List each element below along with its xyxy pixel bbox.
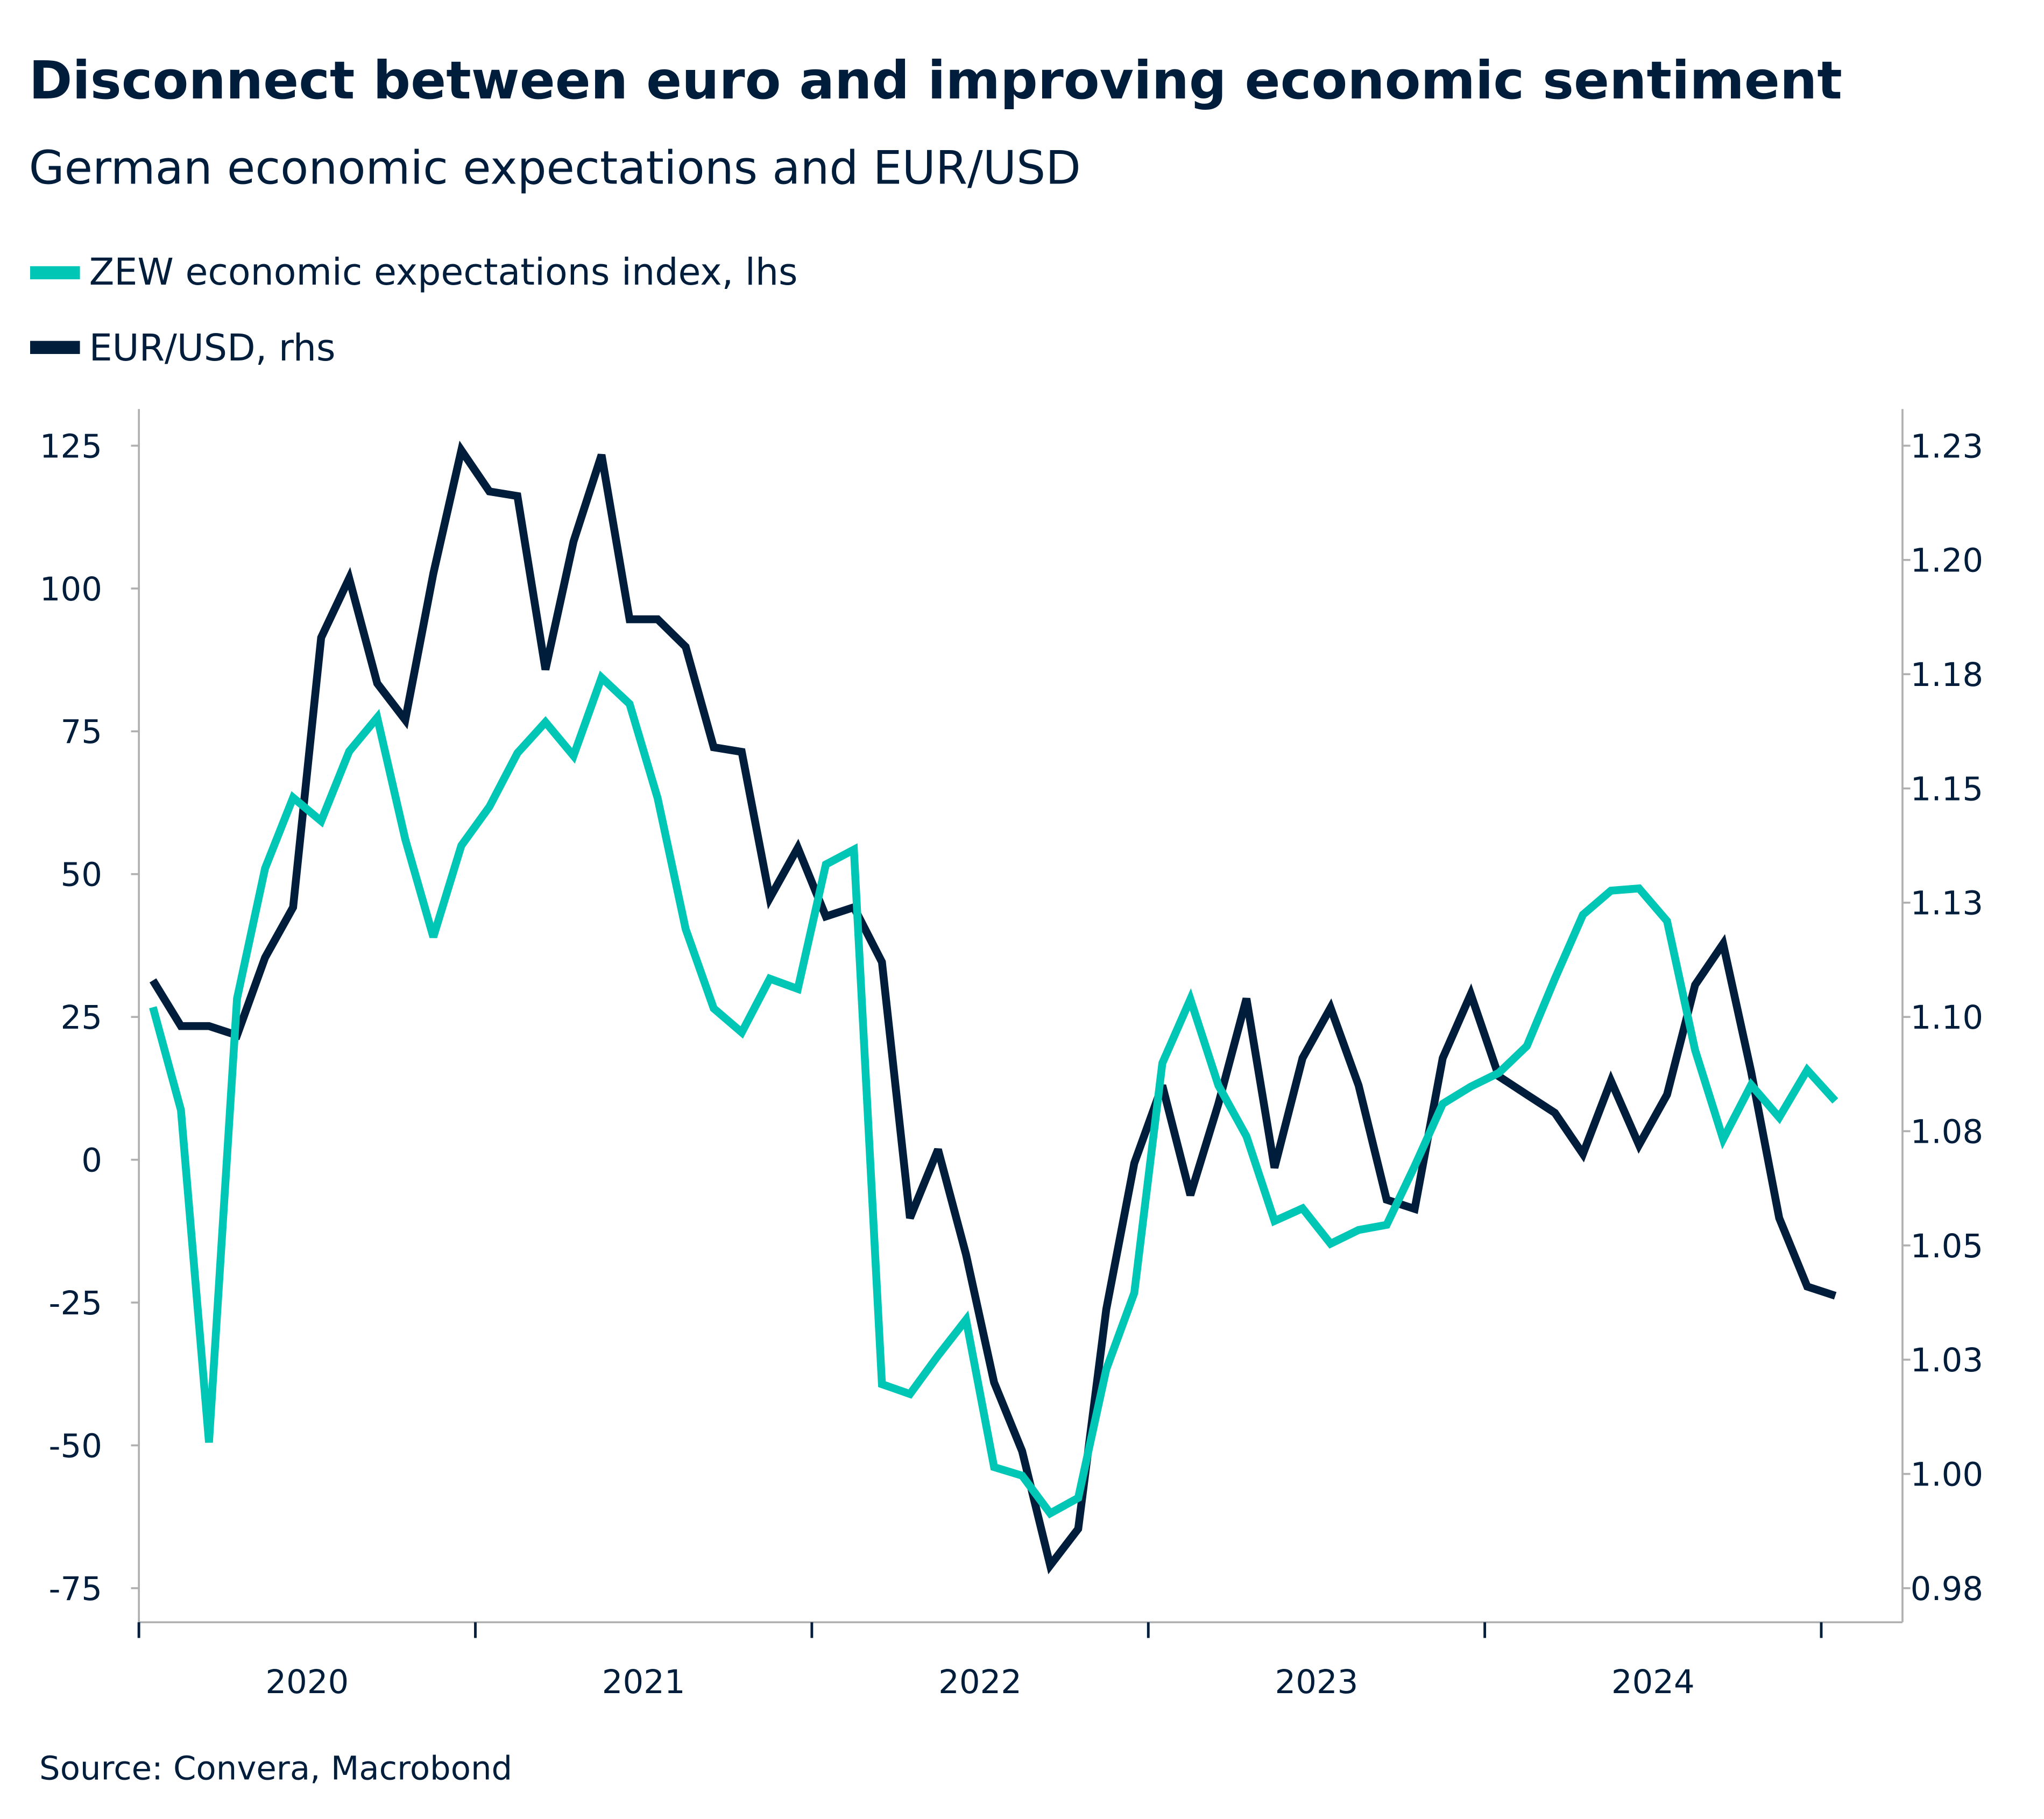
- x-tick-label: 2022: [938, 1663, 1022, 1701]
- zew-line: [149, 670, 1838, 1519]
- legend-swatch-zew: [30, 266, 80, 280]
- axes: 125 100 75 50 25 0 -25 -50 -75 1.23 1.20 1.18 1.15 1.…: [40, 409, 1983, 1701]
- x-tick-label: 2021: [602, 1663, 685, 1701]
- chart-subtitle: German economic expectations and EUR/USD: [29, 141, 1081, 195]
- right-tick-label: 1.03: [1911, 1341, 1984, 1379]
- chart-title: Disconnect between euro and improving ec…: [29, 50, 1842, 111]
- right-tick-label: 1.18: [1911, 656, 1984, 694]
- left-tick-label: 0: [81, 1142, 102, 1180]
- right-tick-label: 1.10: [1911, 999, 1984, 1037]
- x-tick-label: 2020: [265, 1663, 349, 1701]
- legend: ZEW economic expectations index, lhs EUR…: [30, 251, 798, 370]
- x-tick-label: 2024: [1611, 1663, 1695, 1701]
- right-tick-label: 1.20: [1911, 542, 1984, 580]
- right-tick-label: 1.23: [1911, 427, 1984, 465]
- left-tick-label: 125: [40, 427, 102, 465]
- left-tick-label: 50: [60, 856, 102, 894]
- right-tick-label: 0.98: [1911, 1570, 1984, 1608]
- left-tick-label: -75: [49, 1570, 102, 1608]
- left-tick-label: 100: [40, 570, 102, 608]
- right-tick-label: 1.00: [1911, 1456, 1984, 1494]
- legend-label-zew: ZEW economic expectations index, lhs: [89, 251, 798, 294]
- legend-swatch-eurusd: [30, 341, 80, 354]
- left-tick-label: 75: [60, 713, 102, 751]
- eurusd-line: [149, 440, 1837, 1575]
- left-tick-label: -25: [49, 1284, 102, 1322]
- legend-label-eurusd: EUR/USD, rhs: [89, 327, 336, 370]
- plot-area: [149, 440, 1838, 1575]
- left-tick-label: 25: [60, 999, 102, 1037]
- right-tick-label: 1.08: [1911, 1113, 1984, 1151]
- right-tick-label: 1.13: [1911, 884, 1984, 923]
- x-tick-label: 2023: [1275, 1663, 1358, 1701]
- source-note: Source: Convera, Macrobond: [39, 1750, 512, 1788]
- right-tick-label: 1.15: [1911, 770, 1984, 808]
- left-tick-label: -50: [49, 1427, 102, 1465]
- right-tick-label: 1.05: [1911, 1227, 1984, 1265]
